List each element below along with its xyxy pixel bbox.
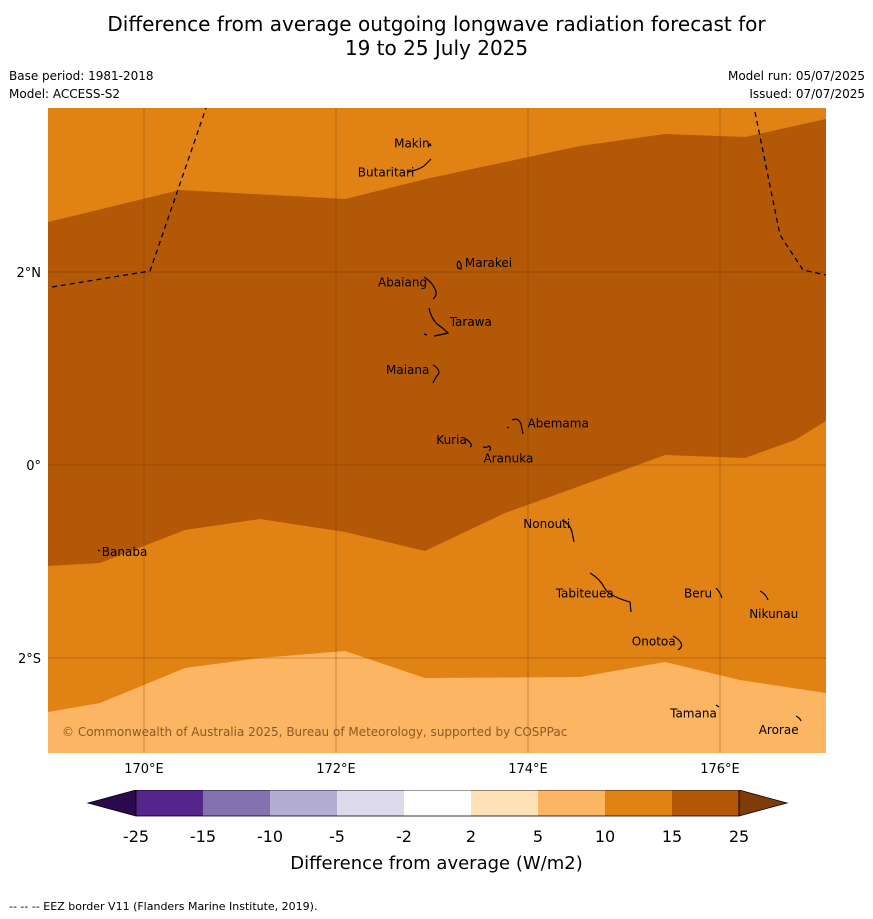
place-labels: Makin Butaritari Marakei Abaiang Tarawa Maian… (102, 137, 799, 737)
colorbar-bin-8 (605, 790, 672, 816)
place-label-nonouti: Nonouti (523, 517, 570, 531)
place-label-aranuka: Aranuka (484, 452, 534, 466)
colorbar-bin-1 (136, 790, 203, 816)
coast-aranuka (482, 445, 492, 452)
issued-date: Issued: 07/07/2025 (749, 87, 865, 101)
model-run: Model run: 05/07/2025 (727, 69, 865, 83)
colorbar-bin-5 (404, 790, 471, 816)
legend-tick-25: 25 (728, 827, 750, 846)
eez-border-west (51, 108, 207, 288)
colorbar-arrow-high (738, 790, 789, 817)
map-title: Difference from average outgoing longwav… (0, 12, 873, 60)
coastlines (97, 142, 802, 722)
place-label-abemama: Abemama (528, 416, 589, 430)
place-label-kuria: Kuria (436, 433, 467, 447)
colorbar (86, 790, 789, 817)
place-label-tabiteuea: Tabiteuea (555, 586, 614, 600)
legend-tick-2: 2 (465, 827, 477, 846)
place-label-maiana: Maiana (386, 363, 429, 377)
legend-tick-neg5: -5 (329, 827, 345, 846)
eez-border-east (754, 111, 826, 276)
colorbar-bin-7 (538, 790, 605, 816)
y-tick-2s: 2°S (18, 652, 41, 667)
legend-title: Difference from average (W/m2) (290, 853, 583, 874)
title-line-2: 19 to 25 July 2025 (344, 36, 529, 60)
place-label-tamana: Tamana (669, 706, 717, 720)
coast-nikunau (759, 590, 769, 601)
eez-footnote: -- -- -- EEZ border V11 (Flanders Marine… (9, 900, 318, 913)
place-label-beru: Beru (684, 586, 712, 600)
map-panel: Makin Butaritari Marakei Abaiang Tarawa Maian… (48, 108, 826, 753)
region-15-25 (48, 119, 826, 566)
colorbar-bin-6 (471, 790, 538, 816)
coast-nonouti (561, 519, 575, 543)
place-label-banaba: Banaba (102, 545, 148, 559)
y-tick-labels: 2°N 0° 2°S (17, 266, 42, 667)
coast-abaiang (423, 276, 437, 300)
legend-tick-neg10: -10 (256, 827, 284, 846)
legend-tick-neg15: -15 (189, 827, 217, 846)
colorbar-arrow-low (86, 790, 137, 817)
coast-butaritari (407, 158, 432, 173)
place-label-marakei: Marakei (465, 256, 512, 270)
coast-banaba (97, 549, 101, 552)
meta-left: Base period: 1981-2018 Model: ACCESS-S2 (9, 67, 154, 103)
legend-tick-neg2: -2 (396, 827, 412, 846)
coast-maiana (432, 364, 440, 384)
x-tick-170e: 170°E (124, 762, 164, 777)
legend-tick-5: 5 (532, 827, 544, 846)
place-label-onotoa: Onotoa (632, 635, 676, 649)
x-tick-labels: 170°E 172°E 174°E 176°E (124, 762, 740, 777)
map-figure: Makin Butaritari Marakei Abaiang Tarawa Maian… (17, 108, 826, 777)
y-tick-0: 0° (26, 459, 41, 474)
coast-onotoa (672, 635, 683, 651)
graticule (48, 108, 826, 753)
model-name: Model: ACCESS-S2 (9, 87, 121, 101)
region-5-10-topleft (48, 108, 100, 120)
legend-tick-10: 10 (594, 827, 616, 846)
place-label-abaiang: Abaiang (378, 275, 427, 289)
coast-kuria (465, 438, 472, 448)
coast-tabiteuea (589, 572, 632, 613)
base-period: Base period: 1981-2018 (9, 69, 154, 83)
colorbar-bin-2 (203, 790, 270, 816)
copyright-credit: © Commonwealth of Australia 2025, Bureau… (62, 725, 567, 739)
x-tick-174e: 174°E (508, 762, 548, 777)
place-label-arorae: Arorae (759, 723, 799, 737)
coast-makin (427, 142, 432, 148)
place-label-nikunau: Nikunau (749, 607, 798, 621)
coast-tamana (715, 704, 720, 708)
title-line-1: Difference from average outgoing longwav… (107, 12, 766, 36)
colorbar-bin-4 (337, 790, 404, 816)
legend-tick-15: 15 (661, 827, 683, 846)
x-tick-176e: 176°E (700, 762, 740, 777)
coast-tarawa (423, 307, 450, 337)
eez-borders (51, 108, 826, 288)
colorbar-bin-9 (672, 790, 739, 816)
x-tick-172e: 172°E (316, 762, 356, 777)
colorbar-bin-3 (270, 790, 337, 816)
coast-beru (715, 587, 723, 599)
y-tick-2n: 2°N (17, 266, 42, 281)
meta-right: Model run: 05/07/2025 Issued: 07/07/2025 (728, 67, 865, 103)
place-label-tarawa: Tarawa (449, 315, 492, 329)
coast-abemama (506, 418, 524, 435)
place-label-butaritari: Butaritari (358, 166, 415, 180)
coast-arorae (795, 715, 802, 722)
colorbar-outline (135, 790, 740, 817)
place-label-makin: Makin (394, 137, 430, 151)
coast-marakei (456, 260, 462, 270)
legend-tick-neg25: -25 (122, 827, 150, 846)
